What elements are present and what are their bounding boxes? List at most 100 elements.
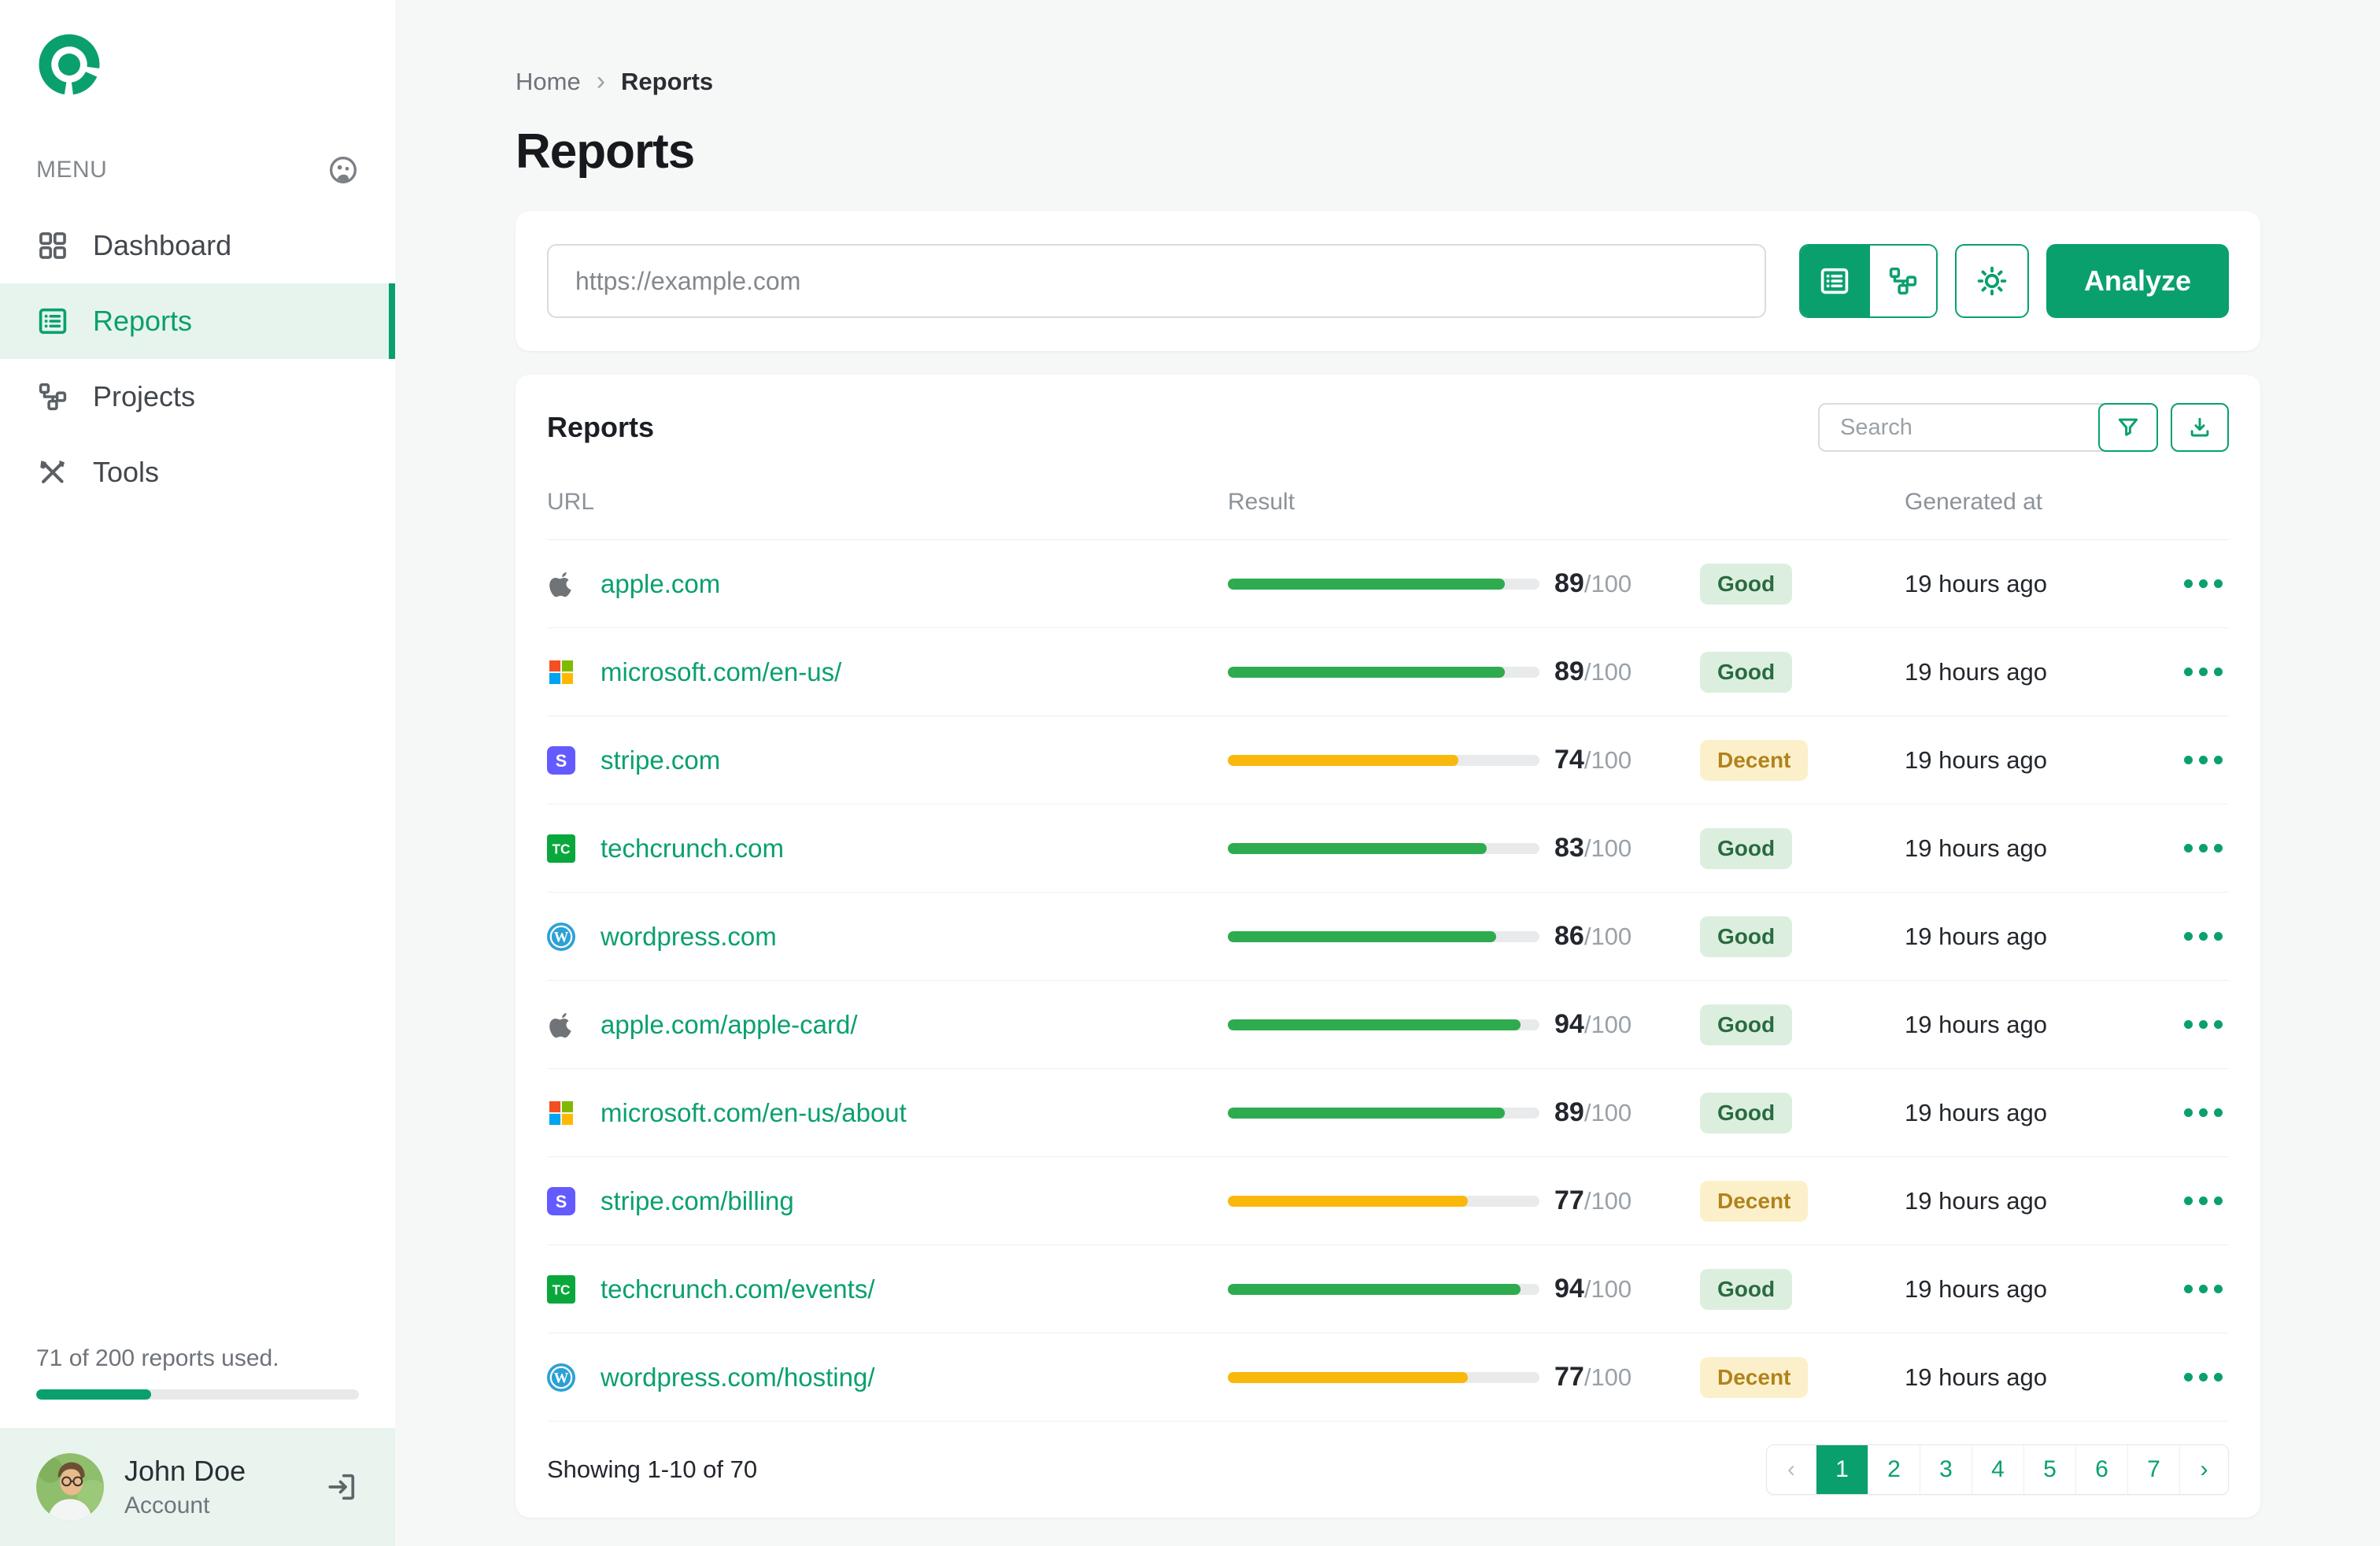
score-bar [1228, 754, 1539, 766]
report-url-link[interactable]: apple.com/apple-card/ [601, 1009, 858, 1039]
generated-at: 19 hours ago [1905, 922, 2047, 950]
generated-at: 19 hours ago [1905, 1274, 2047, 1303]
pagination-page-3[interactable]: 3 [1920, 1445, 1972, 1494]
score-bar-fill [1228, 1107, 1506, 1119]
stripe-favicon: S [547, 1186, 575, 1215]
pagination: ‹ 1 2 3 4 5 6 7 › [1766, 1444, 2229, 1495]
sidebar-item-dashboard[interactable]: Dashboard [0, 208, 395, 283]
sitemap-view-toggle[interactable] [1868, 246, 1936, 316]
report-url-link[interactable]: apple.com [601, 568, 721, 598]
status-badge: Decent [1700, 739, 1809, 781]
pagination-next-button[interactable]: › [2179, 1445, 2228, 1494]
pagination-page-2[interactable]: 2 [1868, 1445, 1920, 1494]
sidebar-item-label: Tools [93, 456, 160, 488]
score-denominator: /100 [1584, 1011, 1632, 1038]
score-value: 77 [1554, 1362, 1584, 1392]
score-value: 77 [1554, 1185, 1584, 1215]
apple-favicon [547, 570, 575, 598]
reports-icon [39, 308, 67, 335]
sidebar-item-label: Projects [93, 380, 196, 412]
breadcrumb-home-link[interactable]: Home [516, 67, 581, 95]
generated-at: 19 hours ago [1905, 834, 2047, 862]
download-button[interactable] [2171, 403, 2229, 452]
url-input[interactable] [547, 244, 1766, 318]
report-url-link[interactable]: wordpress.com [601, 921, 777, 951]
table-row: TC techcrunch.com 83/100 Good 19 hours ago [547, 804, 2229, 893]
score-value: 89 [1554, 1097, 1584, 1127]
techcrunch-favicon: TC [547, 1274, 575, 1304]
download-icon [2190, 417, 2209, 437]
row-menu-button[interactable] [2184, 1020, 2229, 1029]
avatar [36, 1453, 104, 1521]
sidebar-item-projects[interactable]: Projects [0, 359, 395, 435]
pagination-page-6[interactable]: 6 [2075, 1445, 2127, 1494]
report-url-link[interactable]: stripe.com/billing [601, 1185, 794, 1215]
score-bar [1228, 1107, 1539, 1119]
report-url-link[interactable]: microsoft.com/en-us/ [601, 656, 842, 686]
logout-icon[interactable] [324, 1470, 359, 1504]
row-menu-button[interactable] [2184, 1108, 2229, 1117]
analyze-button[interactable]: Analyze [2046, 244, 2229, 318]
score-value: 86 [1554, 921, 1584, 951]
score-bar [1228, 1019, 1539, 1030]
apple-favicon [547, 1011, 575, 1039]
generated-at: 19 hours ago [1905, 1010, 2047, 1038]
status-badge: Decent [1700, 1180, 1809, 1222]
sidebar-item-reports[interactable]: Reports [0, 283, 395, 359]
settings-button[interactable] [1954, 244, 2029, 318]
tools-icon [40, 460, 65, 483]
pagination-page-1[interactable]: 1 [1816, 1445, 1868, 1494]
row-menu-button[interactable] [2184, 1373, 2229, 1381]
row-menu-button[interactable] [2184, 844, 2229, 853]
generated-at: 19 hours ago [1905, 1186, 2047, 1215]
report-url-link[interactable]: stripe.com [601, 745, 721, 775]
row-menu-button[interactable] [2184, 932, 2229, 941]
score-denominator: /100 [1584, 1363, 1632, 1391]
pagination-prev-button[interactable]: ‹ [1767, 1445, 1816, 1494]
usage-meter: 71 of 200 reports used. [0, 1345, 395, 1400]
wordpress-favicon: W [547, 922, 575, 951]
score-value: 83 [1554, 833, 1584, 863]
breadcrumb-current: Reports [621, 67, 714, 95]
report-url-link[interactable]: microsoft.com/en-us/about [601, 1097, 907, 1127]
pagination-page-4[interactable]: 4 [1972, 1445, 2023, 1494]
search-input[interactable] [1818, 403, 2103, 452]
score-denominator: /100 [1584, 1187, 1632, 1215]
svg-text:TC: TC [552, 1282, 571, 1297]
user-panel[interactable]: John Doe Account [0, 1428, 395, 1546]
report-url-link[interactable]: techcrunch.com/events/ [601, 1274, 875, 1304]
chevron-right-icon: › [596, 66, 606, 96]
table-row: microsoft.com/en-us/about 89/100 Good 19 ho… [547, 1069, 2229, 1157]
table-header: URL Result Generated at [547, 464, 2229, 540]
score-value: 74 [1554, 745, 1584, 775]
gear-icon [1977, 266, 2007, 296]
row-menu-button[interactable] [2184, 756, 2229, 764]
filter-button[interactable] [2098, 403, 2158, 452]
face-icon[interactable] [327, 154, 359, 186]
svg-text:S: S [556, 1191, 567, 1211]
showing-count: Showing 1-10 of 70 [547, 1455, 758, 1483]
row-menu-button[interactable] [2184, 579, 2229, 588]
row-menu-button[interactable] [2184, 1285, 2229, 1293]
score-bar [1228, 930, 1539, 942]
score-bar [1228, 1283, 1539, 1295]
wordpress-favicon: W [547, 1363, 575, 1392]
report-view-toggle[interactable] [1800, 246, 1868, 316]
pagination-page-7[interactable]: 7 [2127, 1445, 2179, 1494]
stripe-favicon: S [547, 745, 575, 775]
report-url-link[interactable]: techcrunch.com [601, 833, 784, 863]
sitemap-view-icon [1889, 267, 1917, 295]
score-value: 89 [1554, 568, 1584, 598]
sidebar-item-tools[interactable]: Tools [0, 435, 395, 510]
row-menu-button[interactable] [2184, 668, 2229, 676]
row-menu-button[interactable] [2184, 1196, 2229, 1205]
status-badge: Good [1700, 1092, 1793, 1134]
score-bar-fill [1228, 1195, 1468, 1207]
menu-label: MENU [36, 157, 108, 183]
report-url-link[interactable]: wordpress.com/hosting/ [601, 1362, 875, 1392]
view-toggle [1798, 244, 1938, 318]
pagination-page-5[interactable]: 5 [2023, 1445, 2075, 1494]
